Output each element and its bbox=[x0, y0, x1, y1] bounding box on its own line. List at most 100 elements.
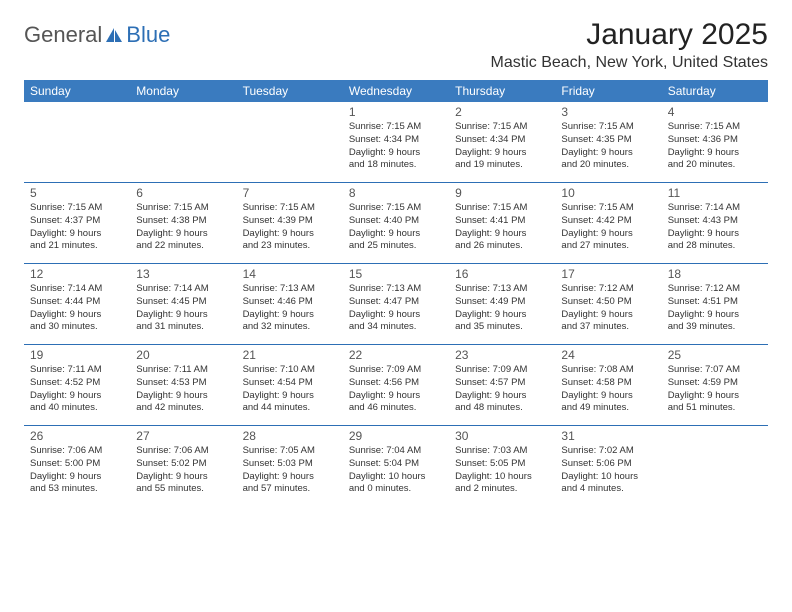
day-detail-line: Daylight: 9 hours bbox=[668, 228, 762, 241]
day-number: 6 bbox=[136, 186, 230, 200]
logo: General Blue bbox=[24, 22, 170, 48]
day-detail-line: Sunrise: 7:15 AM bbox=[561, 121, 655, 134]
day-detail-line: Sunset: 4:49 PM bbox=[455, 296, 549, 309]
day-detail-line: Sunset: 5:03 PM bbox=[243, 458, 337, 471]
day-detail: Sunrise: 7:15 AMSunset: 4:36 PMDaylight:… bbox=[668, 121, 762, 172]
day-detail-line: Daylight: 9 hours bbox=[561, 228, 655, 241]
calendar-week-row: 26Sunrise: 7:06 AMSunset: 5:00 PMDayligh… bbox=[24, 426, 768, 506]
day-detail-line: Sunset: 4:59 PM bbox=[668, 377, 762, 390]
day-detail-line: Sunset: 4:57 PM bbox=[455, 377, 549, 390]
day-detail-line: Sunrise: 7:15 AM bbox=[349, 202, 443, 215]
day-number: 16 bbox=[455, 267, 549, 281]
day-detail: Sunrise: 7:13 AMSunset: 4:47 PMDaylight:… bbox=[349, 283, 443, 334]
day-number: 1 bbox=[349, 105, 443, 119]
day-detail-line: Sunset: 4:52 PM bbox=[30, 377, 124, 390]
calendar-day-cell bbox=[662, 426, 768, 506]
day-detail-line: Sunset: 4:53 PM bbox=[136, 377, 230, 390]
day-detail-line: Daylight: 9 hours bbox=[136, 309, 230, 322]
calendar-day-cell: 9Sunrise: 7:15 AMSunset: 4:41 PMDaylight… bbox=[449, 183, 555, 263]
calendar-day-cell: 13 Sunrise: 7:14 AMSunset: 4:45 PMDayligh… bbox=[130, 264, 236, 344]
day-detail-line: Sunset: 4:42 PM bbox=[561, 215, 655, 228]
day-detail-line: Daylight: 9 hours bbox=[455, 228, 549, 241]
day-detail: Sunrise: 7:15 AMSunset: 4:34 PMDaylight:… bbox=[349, 121, 443, 172]
day-detail-line: Sunrise: 7:15 AM bbox=[243, 202, 337, 215]
calendar-day-cell: 25Sunrise: 7:07 AMSunset: 4:59 PMDayligh… bbox=[662, 345, 768, 425]
day-detail-line: and 44 minutes. bbox=[243, 402, 337, 415]
day-detail-line: Sunrise: 7:15 AM bbox=[455, 121, 549, 134]
calendar-day-cell: 11 Sunrise: 7:14 AMSunset: 4:43 PMDayligh… bbox=[662, 183, 768, 263]
day-detail-line: Daylight: 9 hours bbox=[30, 309, 124, 322]
calendar-day-cell: 7Sunrise: 7:15 AMSunset: 4:39 PMDaylight… bbox=[237, 183, 343, 263]
calendar-day-cell: 15Sunrise: 7:13 AMSunset: 4:47 PMDayligh… bbox=[343, 264, 449, 344]
day-detail: Sunrise: 7:12 AMSunset: 4:50 PMDaylight:… bbox=[561, 283, 655, 334]
day-detail-line: Sunrise: 7:15 AM bbox=[30, 202, 124, 215]
calendar-header-row: Sunday Monday Tuesday Wednesday Thursday… bbox=[24, 80, 768, 102]
day-detail-line: Sunset: 4:34 PM bbox=[349, 134, 443, 147]
day-detail-line: Daylight: 9 hours bbox=[30, 471, 124, 484]
day-number: 24 bbox=[561, 348, 655, 362]
calendar-day-cell: 2Sunrise: 7:15 AMSunset: 4:34 PMDaylight… bbox=[449, 102, 555, 182]
day-number: 25 bbox=[668, 348, 762, 362]
day-detail: Sunrise: 7:15 AMSunset: 4:40 PMDaylight:… bbox=[349, 202, 443, 253]
calendar-day-cell: 16 Sunrise: 7:13 AMSunset: 4:49 PMDayligh… bbox=[449, 264, 555, 344]
calendar-week-row: 12Sunrise: 7:14 AMSunset: 4:44 PMDayligh… bbox=[24, 264, 768, 345]
day-detail-line: and 2 minutes. bbox=[455, 483, 549, 496]
calendar-day-cell: 29Sunrise: 7:04 AMSunset: 5:04 PMDayligh… bbox=[343, 426, 449, 506]
day-detail-line: and 27 minutes. bbox=[561, 240, 655, 253]
calendar-body: 1Sunrise: 7:15 AMSunset: 4:34 PMDaylight… bbox=[24, 102, 768, 506]
calendar-day-cell: 5Sunrise: 7:15 AMSunset: 4:37 PMDaylight… bbox=[24, 183, 130, 263]
day-detail: Sunrise: 7:11 AMSunset: 4:53 PMDaylight:… bbox=[136, 364, 230, 415]
day-detail-line: Sunrise: 7:04 AM bbox=[349, 445, 443, 458]
calendar-day-cell: 20Sunrise: 7:11 AMSunset: 4:53 PMDayligh… bbox=[130, 345, 236, 425]
day-detail: Sunrise: 7:15 AMSunset: 4:38 PMDaylight:… bbox=[136, 202, 230, 253]
day-detail: Sunrise: 7:15 AMSunset: 4:39 PMDaylight:… bbox=[243, 202, 337, 253]
day-number: 11 bbox=[668, 186, 762, 200]
day-number: 27 bbox=[136, 429, 230, 443]
day-detail-line: and 37 minutes. bbox=[561, 321, 655, 334]
day-detail: Sunrise: 7:13 AMSunset: 4:46 PMDaylight:… bbox=[243, 283, 337, 334]
calendar-day-cell: 23Sunrise: 7:09 AMSunset: 4:57 PMDayligh… bbox=[449, 345, 555, 425]
header: General Blue January 2025 Mastic Beach, … bbox=[24, 18, 768, 72]
day-detail-line: Sunset: 4:39 PM bbox=[243, 215, 337, 228]
day-detail-line: Daylight: 9 hours bbox=[136, 471, 230, 484]
day-detail-line: and 0 minutes. bbox=[349, 483, 443, 496]
day-detail-line: and 39 minutes. bbox=[668, 321, 762, 334]
day-detail-line: Sunrise: 7:07 AM bbox=[668, 364, 762, 377]
day-number: 13 bbox=[136, 267, 230, 281]
calendar-day-cell: 3Sunrise: 7:15 AMSunset: 4:35 PMDaylight… bbox=[555, 102, 661, 182]
day-detail: Sunrise: 7:13 AMSunset: 4:49 PMDaylight:… bbox=[455, 283, 549, 334]
day-detail-line: and 57 minutes. bbox=[243, 483, 337, 496]
day-detail-line: Daylight: 9 hours bbox=[136, 228, 230, 241]
day-detail: Sunrise: 7:08 AMSunset: 4:58 PMDaylight:… bbox=[561, 364, 655, 415]
day-detail-line: and 19 minutes. bbox=[455, 159, 549, 172]
day-detail: Sunrise: 7:06 AMSunset: 5:00 PMDaylight:… bbox=[30, 445, 124, 496]
day-number: 28 bbox=[243, 429, 337, 443]
day-number: 31 bbox=[561, 429, 655, 443]
day-number: 8 bbox=[349, 186, 443, 200]
calendar-day-cell bbox=[24, 102, 130, 182]
logo-text-gray: General bbox=[24, 22, 102, 48]
day-detail-line: Daylight: 9 hours bbox=[243, 228, 337, 241]
day-detail-line: and 20 minutes. bbox=[561, 159, 655, 172]
day-detail-line: Sunrise: 7:13 AM bbox=[349, 283, 443, 296]
day-number: 17 bbox=[561, 267, 655, 281]
day-detail-line: Sunrise: 7:15 AM bbox=[455, 202, 549, 215]
day-detail-line: Sunset: 5:06 PM bbox=[561, 458, 655, 471]
day-detail-line: Sunset: 4:45 PM bbox=[136, 296, 230, 309]
day-number: 3 bbox=[561, 105, 655, 119]
day-detail: Sunrise: 7:14 AMSunset: 4:43 PMDaylight:… bbox=[668, 202, 762, 253]
day-detail-line: Sunrise: 7:14 AM bbox=[136, 283, 230, 296]
day-detail-line: Sunrise: 7:14 AM bbox=[30, 283, 124, 296]
day-detail-line: Sunset: 4:35 PM bbox=[561, 134, 655, 147]
day-detail-line: Sunset: 4:34 PM bbox=[455, 134, 549, 147]
day-detail-line: Daylight: 10 hours bbox=[455, 471, 549, 484]
day-detail-line: Daylight: 10 hours bbox=[561, 471, 655, 484]
day-number: 12 bbox=[30, 267, 124, 281]
calendar-day-cell: 14Sunrise: 7:13 AMSunset: 4:46 PMDayligh… bbox=[237, 264, 343, 344]
day-detail-line: and 31 minutes. bbox=[136, 321, 230, 334]
calendar-day-cell: 18Sunrise: 7:12 AMSunset: 4:51 PMDayligh… bbox=[662, 264, 768, 344]
day-detail: Sunrise: 7:04 AMSunset: 5:04 PMDaylight:… bbox=[349, 445, 443, 496]
day-detail-line: Sunrise: 7:05 AM bbox=[243, 445, 337, 458]
day-detail-line: and 28 minutes. bbox=[668, 240, 762, 253]
day-number: 22 bbox=[349, 348, 443, 362]
